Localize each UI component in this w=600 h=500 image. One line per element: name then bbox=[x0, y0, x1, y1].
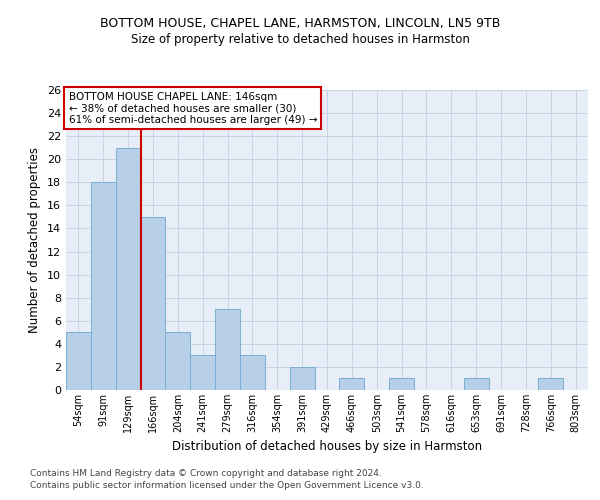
Bar bbox=[166, 332, 190, 390]
X-axis label: Distribution of detached houses by size in Harmston: Distribution of detached houses by size … bbox=[172, 440, 482, 454]
Text: Size of property relative to detached houses in Harmston: Size of property relative to detached ho… bbox=[131, 32, 469, 46]
Bar bbox=[464, 378, 488, 390]
Bar bbox=[116, 148, 140, 390]
Bar bbox=[340, 378, 364, 390]
Bar bbox=[215, 309, 240, 390]
Bar bbox=[290, 367, 314, 390]
Y-axis label: Number of detached properties: Number of detached properties bbox=[28, 147, 41, 333]
Text: Contains public sector information licensed under the Open Government Licence v3: Contains public sector information licen… bbox=[30, 481, 424, 490]
Bar bbox=[91, 182, 116, 390]
Text: Contains HM Land Registry data © Crown copyright and database right 2024.: Contains HM Land Registry data © Crown c… bbox=[30, 468, 382, 477]
Bar bbox=[190, 356, 215, 390]
Text: BOTTOM HOUSE, CHAPEL LANE, HARMSTON, LINCOLN, LN5 9TB: BOTTOM HOUSE, CHAPEL LANE, HARMSTON, LIN… bbox=[100, 18, 500, 30]
Bar bbox=[140, 217, 166, 390]
Bar bbox=[389, 378, 414, 390]
Text: BOTTOM HOUSE CHAPEL LANE: 146sqm
← 38% of detached houses are smaller (30)
61% o: BOTTOM HOUSE CHAPEL LANE: 146sqm ← 38% o… bbox=[68, 92, 317, 124]
Bar bbox=[66, 332, 91, 390]
Bar bbox=[240, 356, 265, 390]
Bar bbox=[538, 378, 563, 390]
